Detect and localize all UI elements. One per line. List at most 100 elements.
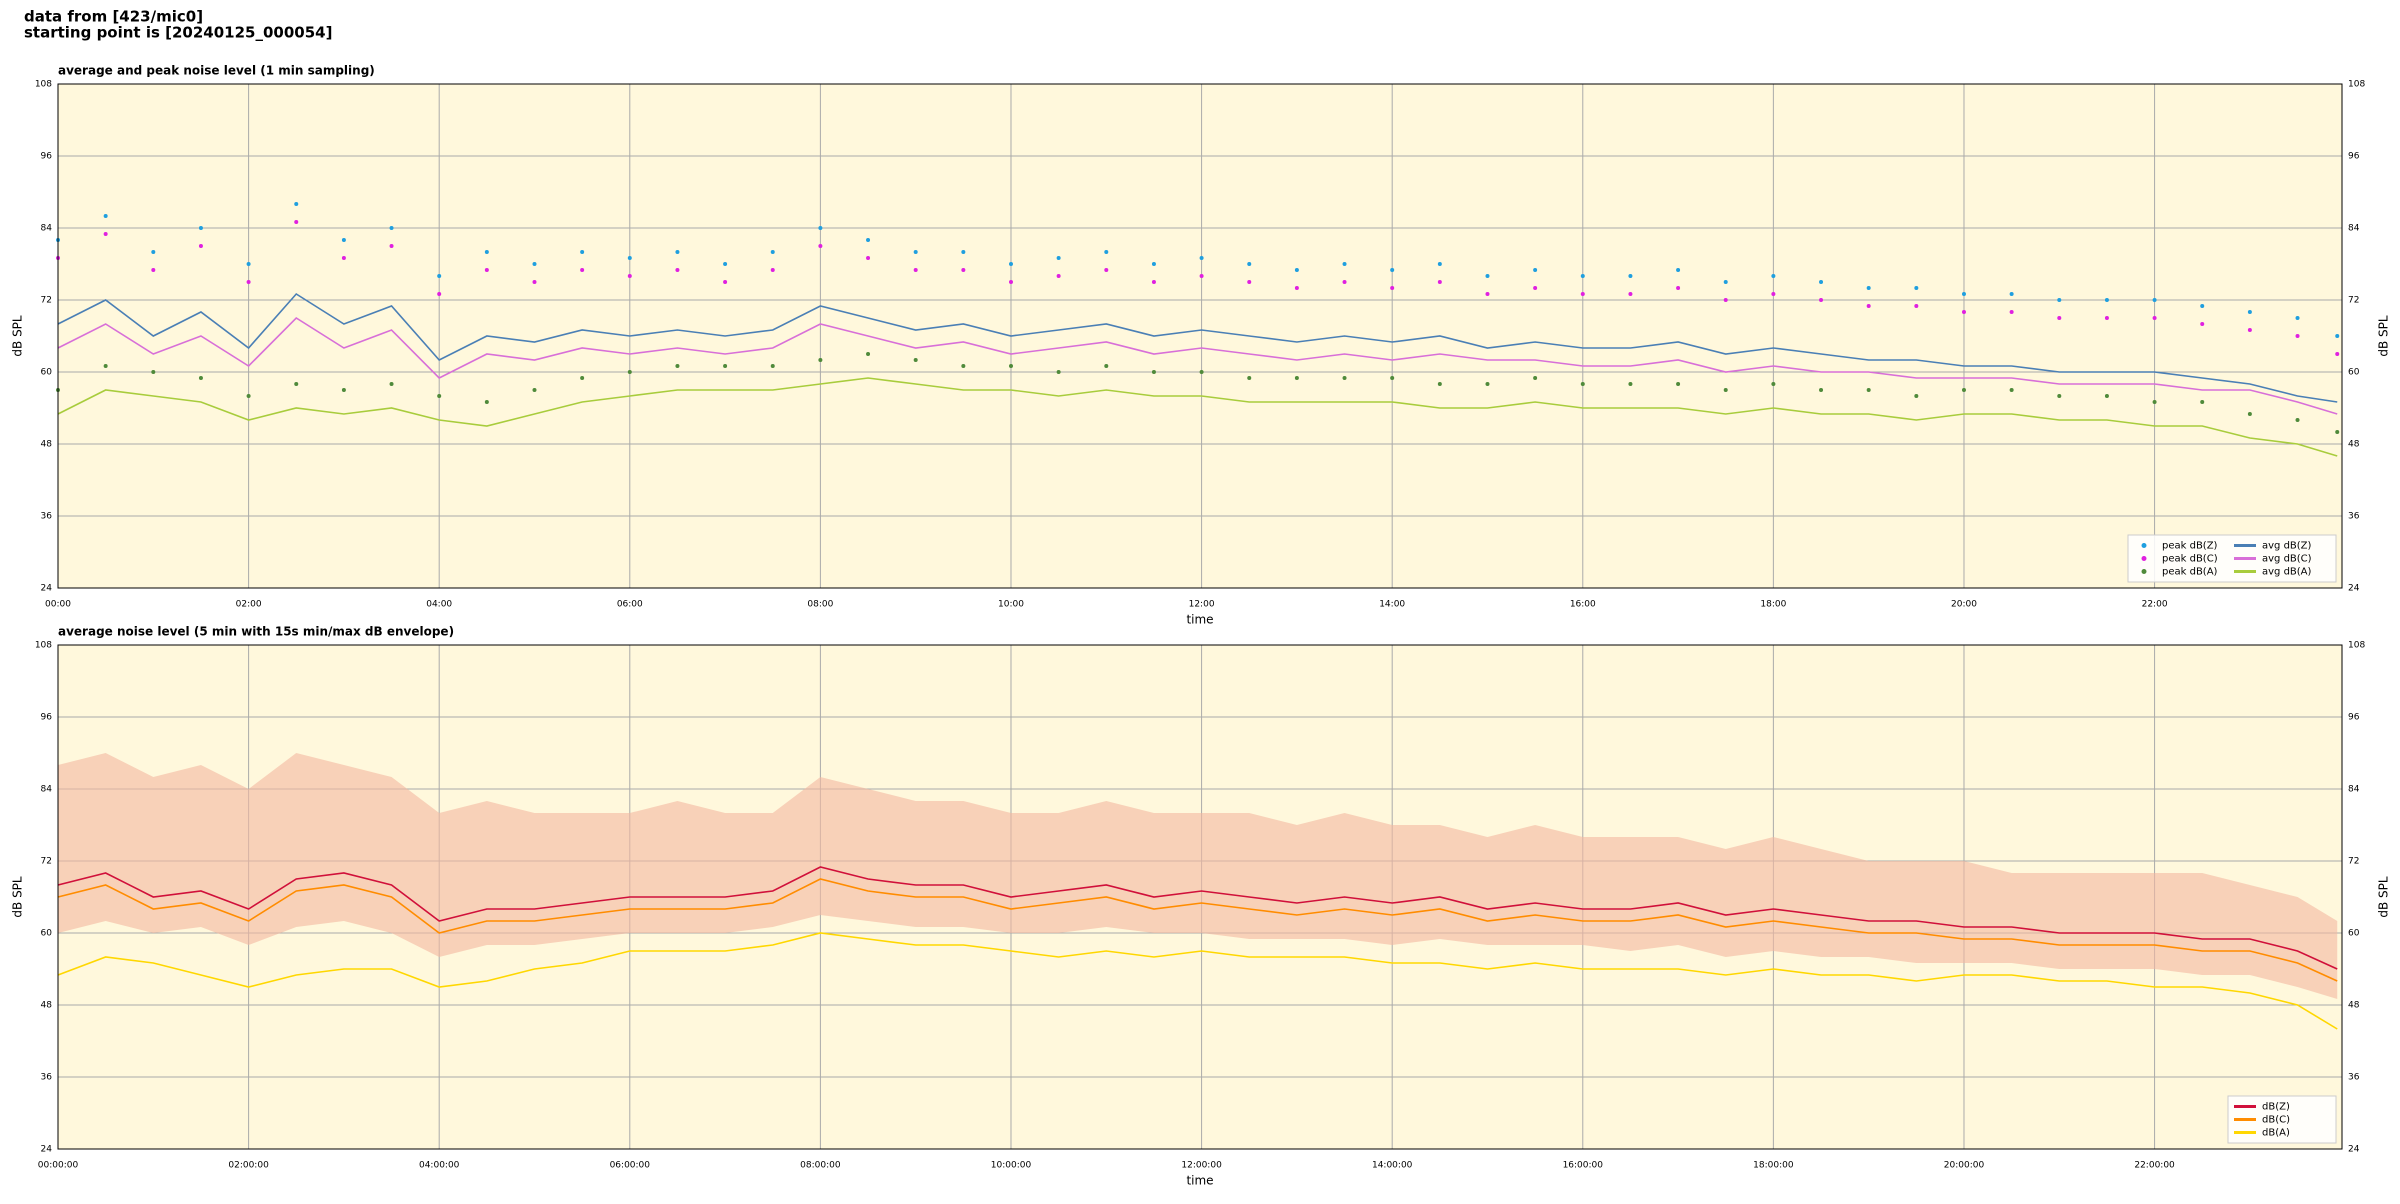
- peak-point: [103, 232, 108, 236]
- x-axis-label: time: [1186, 613, 1213, 627]
- peak-point: [246, 262, 251, 266]
- peak-point: [1104, 364, 1109, 368]
- peak-point: [1676, 286, 1681, 290]
- peak-point: [341, 256, 346, 260]
- peak-point: [1342, 280, 1347, 284]
- peak-point: [2335, 430, 2340, 434]
- y2-tick-label: 48: [2348, 1001, 2360, 1011]
- peak-point: [723, 262, 728, 266]
- peak-point: [961, 250, 966, 254]
- peak-point: [2152, 298, 2157, 302]
- peak-point: [770, 250, 775, 254]
- peak-point: [723, 280, 728, 284]
- x-tick-label: 12:00:00: [1181, 1161, 1222, 1171]
- y2-tick-label: 96: [2348, 152, 2360, 162]
- peak-point: [1914, 304, 1919, 308]
- peak-point: [1008, 364, 1013, 368]
- peak-point: [532, 388, 537, 392]
- chart-title: average noise level (5 min with 15s min/…: [58, 625, 454, 639]
- peak-point: [1056, 274, 1061, 278]
- peak-point: [484, 268, 489, 272]
- x-tick-label: 08:00:00: [800, 1161, 841, 1171]
- peak-point: [294, 382, 299, 386]
- peak-point: [1771, 292, 1776, 296]
- y2-tick-label: 36: [2348, 512, 2360, 522]
- x-tick-label: 16:00:00: [1563, 1161, 1604, 1171]
- peak-point: [2200, 304, 2205, 308]
- peak-point: [341, 238, 346, 242]
- peak-point: [532, 280, 537, 284]
- x-tick-label: 02:00:00: [228, 1161, 269, 1171]
- y-tick-label: 84: [41, 224, 53, 234]
- peak-point: [818, 358, 823, 362]
- legend-label: peak dB(C): [2162, 554, 2218, 565]
- peak-point: [1533, 376, 1538, 380]
- y2-tick-label: 84: [2348, 785, 2360, 795]
- peak-point: [1866, 304, 1871, 308]
- y2-tick-label: 84: [2348, 224, 2360, 234]
- peak-point: [675, 268, 680, 272]
- peak-point: [2295, 334, 2300, 338]
- x-tick-label: 02:00: [236, 600, 262, 610]
- peak-point: [1008, 262, 1013, 266]
- peak-point: [580, 250, 585, 254]
- y-tick-label: 60: [41, 368, 53, 378]
- peak-point: [151, 250, 156, 254]
- y-tick-label: 96: [41, 152, 53, 162]
- peak-point: [1485, 292, 1490, 296]
- peak-point: [961, 268, 966, 272]
- legend-marker: [2141, 543, 2147, 548]
- y2-axis-label: dB SPL: [2377, 876, 2391, 918]
- peak-point: [1008, 280, 1013, 284]
- peak-point: [1580, 382, 1585, 386]
- peak-point: [198, 226, 203, 230]
- peak-point: [151, 370, 156, 374]
- peak-point: [1723, 388, 1728, 392]
- peak-point: [1056, 256, 1061, 260]
- peak-point: [913, 358, 918, 362]
- peak-point: [2057, 298, 2062, 302]
- peak-point: [1342, 376, 1347, 380]
- peak-point: [294, 220, 299, 224]
- peak-point: [1866, 286, 1871, 290]
- peak-point: [437, 292, 442, 296]
- x-tick-label: 20:00: [1951, 600, 1977, 610]
- peak-point: [1199, 274, 1204, 278]
- peak-point: [389, 244, 394, 248]
- peak-point: [246, 280, 251, 284]
- x-tick-label: 00:00:00: [38, 1161, 79, 1171]
- peak-point: [2247, 310, 2252, 314]
- peak-point: [2335, 352, 2340, 356]
- peak-point: [627, 370, 632, 374]
- peak-point: [2152, 316, 2157, 320]
- peak-point: [532, 262, 537, 266]
- peak-point: [2335, 334, 2340, 338]
- peak-point: [1151, 280, 1156, 284]
- peak-point: [1437, 382, 1442, 386]
- y2-tick-label: 60: [2348, 368, 2360, 378]
- peak-point: [580, 268, 585, 272]
- x-tick-label: 06:00:00: [610, 1161, 651, 1171]
- peak-point: [1390, 286, 1395, 290]
- peak-point: [627, 256, 632, 260]
- peak-point: [1199, 256, 1204, 260]
- peak-point: [866, 256, 871, 260]
- peak-point: [1676, 382, 1681, 386]
- x-tick-label: 10:00:00: [991, 1161, 1032, 1171]
- plot-frame: [57, 83, 2343, 589]
- peak-point: [1961, 388, 1966, 392]
- peak-point: [1819, 388, 1824, 392]
- series-line: [57, 878, 2338, 982]
- peak-point: [389, 226, 394, 230]
- legend-marker: [2141, 569, 2147, 574]
- y-axis-label: dB SPL: [11, 876, 25, 918]
- envelope: [58, 753, 2338, 999]
- peak-point: [1914, 286, 1919, 290]
- peak-point: [1294, 286, 1299, 290]
- peak-point: [437, 274, 442, 278]
- peak-point: [1771, 382, 1776, 386]
- legend-marker: [2141, 556, 2147, 561]
- x-tick-label: 04:00: [426, 600, 452, 610]
- y-axis-label: dB SPL: [11, 315, 25, 357]
- legend-label: peak dB(Z): [2162, 541, 2218, 552]
